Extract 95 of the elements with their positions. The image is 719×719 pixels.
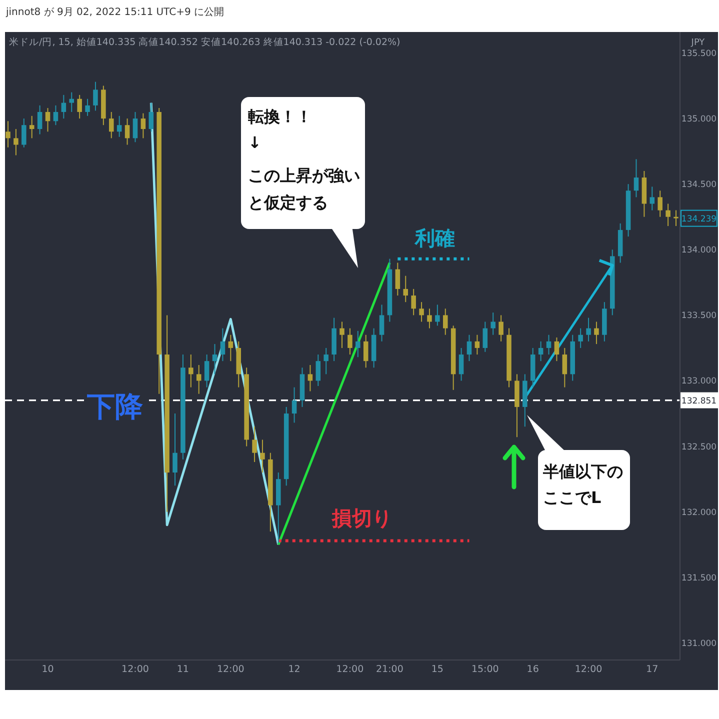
candlestick <box>658 190 662 218</box>
candlestick <box>594 321 599 345</box>
candlestick <box>148 102 154 132</box>
candlestick <box>316 354 321 386</box>
x-tick-label: 11 <box>176 664 189 675</box>
chart-title: jinnot8 が 9月 02, 2022 15:11 UTC+9 に公開 <box>5 6 224 18</box>
candlestick <box>562 347 568 388</box>
candlestick <box>442 308 448 336</box>
annotation: この上昇が強いと仮定する <box>248 166 360 212</box>
candlestick <box>220 328 226 362</box>
y-tick-label: 132.000 <box>681 508 717 518</box>
annotation: 下降 <box>86 390 143 423</box>
candlestick <box>45 108 50 132</box>
x-tick-label: 12:00 <box>216 664 244 675</box>
x-tick-label: 21:00 <box>376 664 404 675</box>
y-tick-label: 133.000 <box>681 376 717 387</box>
candlestick <box>29 115 34 139</box>
candlestick <box>85 98 90 116</box>
candlestick <box>379 304 384 342</box>
candlestick <box>140 112 146 139</box>
candlestick <box>395 262 400 296</box>
candlestick <box>666 203 670 227</box>
candlestick <box>538 340 544 362</box>
candlestick <box>53 104 58 126</box>
candlestick <box>252 426 257 463</box>
annotation: 利確 <box>414 226 455 250</box>
candlestick <box>14 128 18 156</box>
candlestick <box>292 386 297 424</box>
y-tick-label: 135.500 <box>681 48 717 59</box>
candlestick <box>188 354 194 388</box>
candlestick <box>324 347 328 375</box>
x-tick-label: 12 <box>288 664 300 675</box>
y-tick-label: 135.000 <box>681 114 717 125</box>
candlestick <box>363 334 368 368</box>
text: 134.239 <box>681 214 717 224</box>
candlestick <box>419 302 424 322</box>
candlestick <box>212 344 218 375</box>
annotation: 転換！！ <box>248 107 312 126</box>
candlestick <box>427 308 432 329</box>
candlestick <box>490 312 496 336</box>
candlestick <box>466 334 472 362</box>
candlestick <box>116 115 122 138</box>
candlestick <box>650 186 655 211</box>
candlestick <box>204 354 210 388</box>
candlestick <box>403 275 408 303</box>
candlestick <box>586 317 591 342</box>
y-axis-title: JPY <box>690 38 706 48</box>
candlestick <box>340 321 344 348</box>
candlestick <box>546 334 552 356</box>
x-tick-label: 15 <box>431 664 444 675</box>
y-tick-label: 134.500 <box>681 180 717 190</box>
candlestick <box>93 81 98 112</box>
x-tick-label: 10 <box>42 664 54 675</box>
annotation: 損切り <box>331 506 392 530</box>
candlestick <box>578 328 583 348</box>
x-tick-label: 12:00 <box>336 664 364 675</box>
candlestick <box>37 104 42 135</box>
candlestick <box>172 413 178 486</box>
candlestick <box>458 347 464 382</box>
x-tick-label: 16 <box>526 664 539 675</box>
candlestick <box>61 94 66 120</box>
annotation: ↓ <box>248 133 262 152</box>
x-tick-label: 15:00 <box>471 664 499 675</box>
x-tick-label: 12:00 <box>122 664 149 675</box>
candlestick <box>108 111 114 139</box>
y-tick-label: 131.000 <box>681 638 717 649</box>
candlestick <box>634 158 639 198</box>
candlestick <box>308 364 313 392</box>
candlestick <box>228 334 234 362</box>
y-tick-label: 134.000 <box>681 246 717 256</box>
candlestick <box>69 92 74 112</box>
y-tick-label: 133.500 <box>681 311 717 322</box>
candlestick <box>356 330 360 358</box>
x-tick-label: 12:00 <box>574 664 602 675</box>
candlestick <box>435 304 440 326</box>
candlestick <box>124 118 130 146</box>
text: 米ドル/円, 15, 始値140.335 高値140.352 安値140.263 終値140.313 -0.022 (-0.02%) <box>9 36 400 48</box>
candlestick <box>411 288 416 316</box>
candlestick <box>474 334 480 356</box>
candlestick <box>554 336 560 362</box>
x-tick-label: 17 <box>646 664 658 675</box>
annotation: 半値以下のここでL <box>542 462 623 507</box>
candlestick <box>674 210 678 227</box>
candlestick <box>260 439 265 474</box>
candlestick <box>348 328 352 356</box>
candlestick <box>498 314 504 342</box>
candlestick <box>6 120 10 148</box>
candlestick <box>77 94 82 120</box>
y-tick-label: 132.500 <box>681 442 717 452</box>
y-tick-label: 131.500 <box>681 573 717 584</box>
candlestick <box>132 111 138 143</box>
candlestick <box>196 364 202 394</box>
candlestick <box>22 118 26 148</box>
candlestick <box>482 321 488 352</box>
ref-line-label: 132.851 <box>681 396 717 406</box>
